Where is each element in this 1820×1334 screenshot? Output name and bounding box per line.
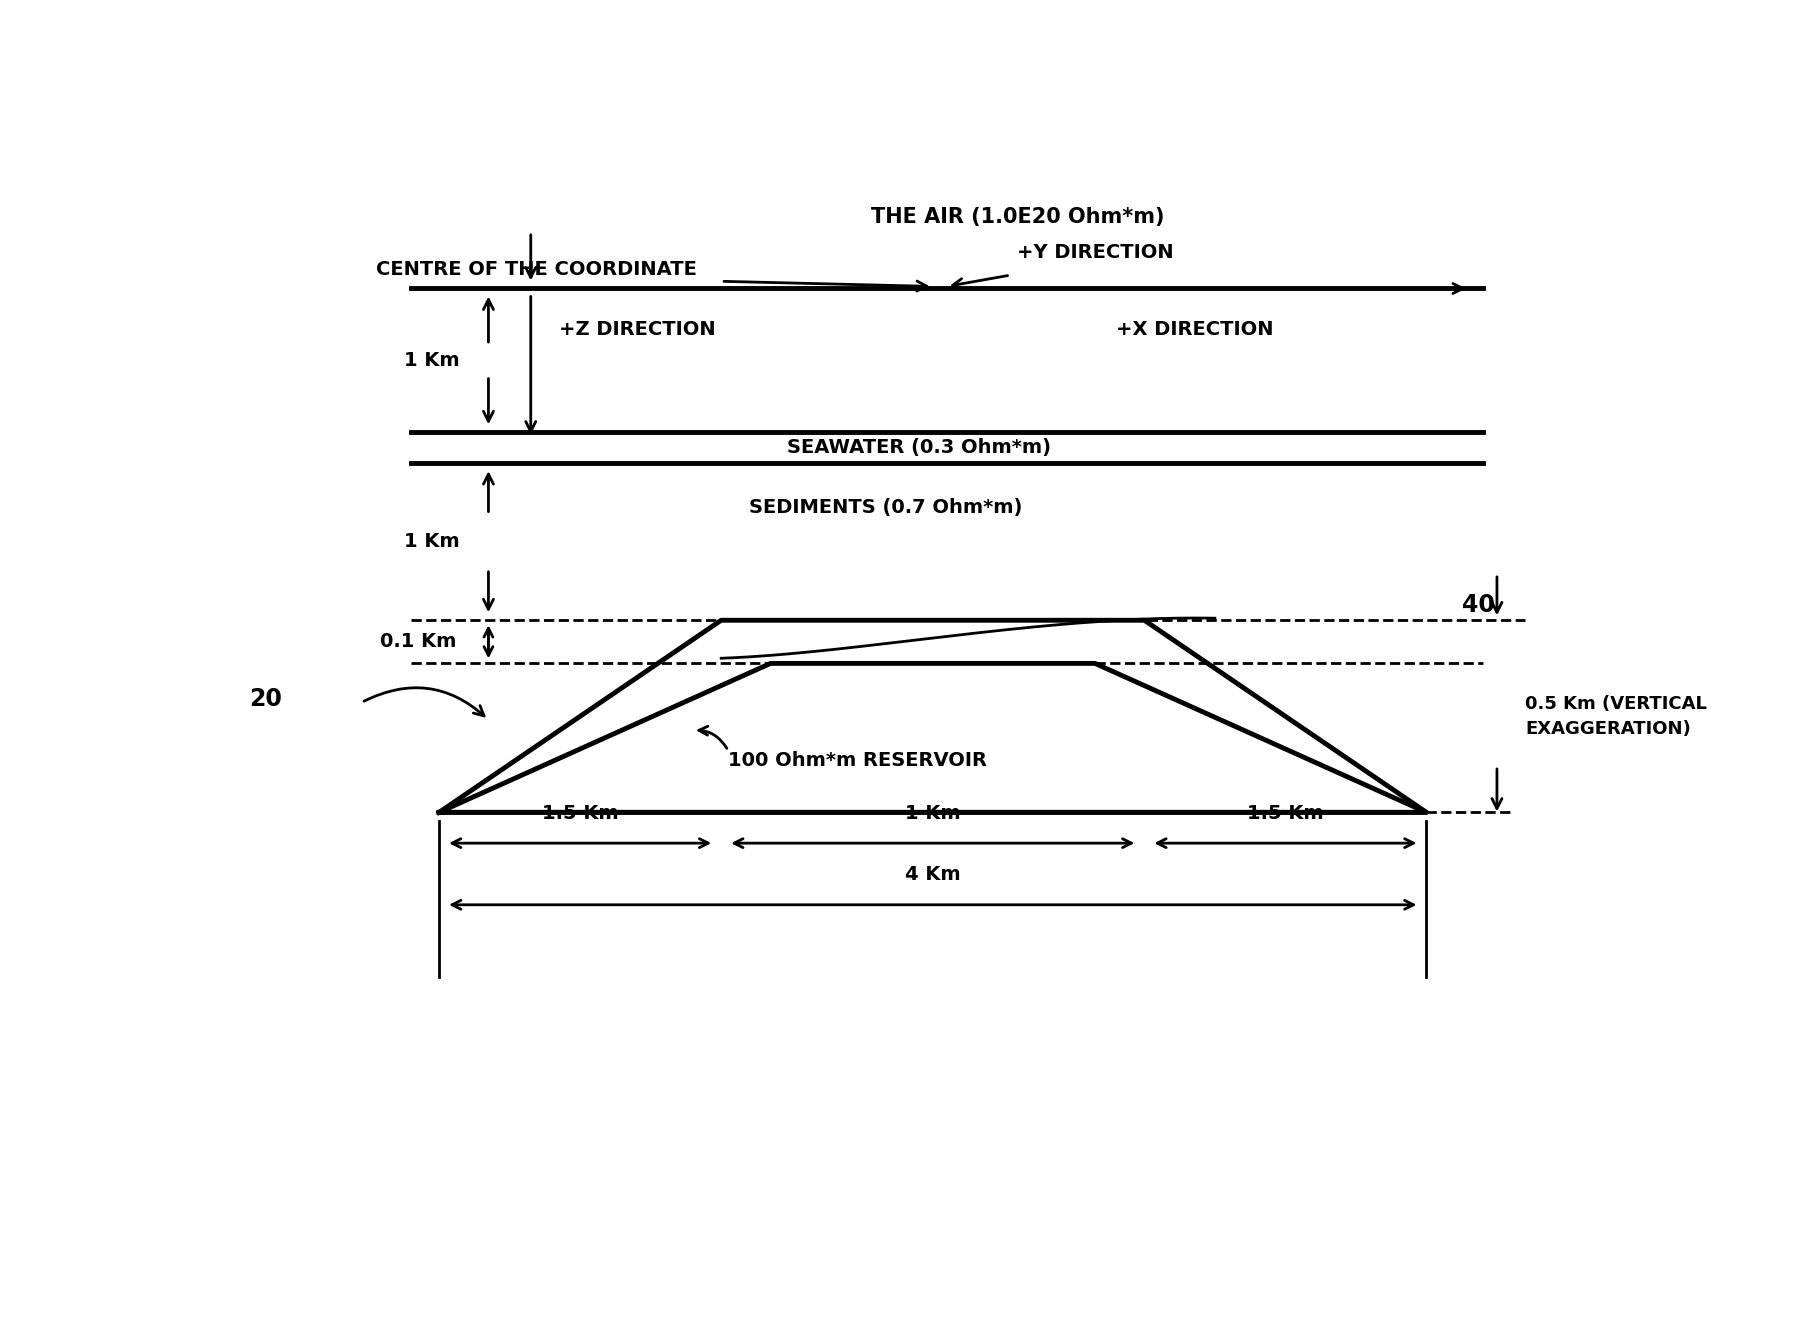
Text: SEAWATER (0.3 Ohm*m): SEAWATER (0.3 Ohm*m) xyxy=(786,438,1050,458)
Text: 100 Ohm*m RESERVOIR: 100 Ohm*m RESERVOIR xyxy=(728,751,986,771)
Text: 1 Km: 1 Km xyxy=(404,351,460,370)
Text: THE AIR (1.0E20 Ohm*m): THE AIR (1.0E20 Ohm*m) xyxy=(870,207,1165,227)
Text: 0.5 Km (VERTICAL
EXAGGERATION): 0.5 Km (VERTICAL EXAGGERATION) xyxy=(1525,695,1707,738)
Text: 1.5 Km: 1.5 Km xyxy=(1247,803,1323,823)
Text: 40: 40 xyxy=(1461,592,1494,616)
Text: 1 Km: 1 Km xyxy=(905,803,961,823)
Text: 1.5 Km: 1.5 Km xyxy=(542,803,619,823)
Text: +X DIRECTION: +X DIRECTION xyxy=(1116,320,1274,339)
Text: 0.1 Km: 0.1 Km xyxy=(380,632,457,651)
Text: +Z DIRECTION: +Z DIRECTION xyxy=(559,320,715,339)
Text: 1 Km: 1 Km xyxy=(404,532,460,551)
Text: 4 Km: 4 Km xyxy=(905,866,961,884)
Text: SEDIMENTS (0.7 Ohm*m): SEDIMENTS (0.7 Ohm*m) xyxy=(750,498,1023,516)
Text: CENTRE OF THE COORDINATE: CENTRE OF THE COORDINATE xyxy=(375,260,697,280)
Text: +Y DIRECTION: +Y DIRECTION xyxy=(1017,243,1174,261)
Text: 20: 20 xyxy=(249,687,282,711)
